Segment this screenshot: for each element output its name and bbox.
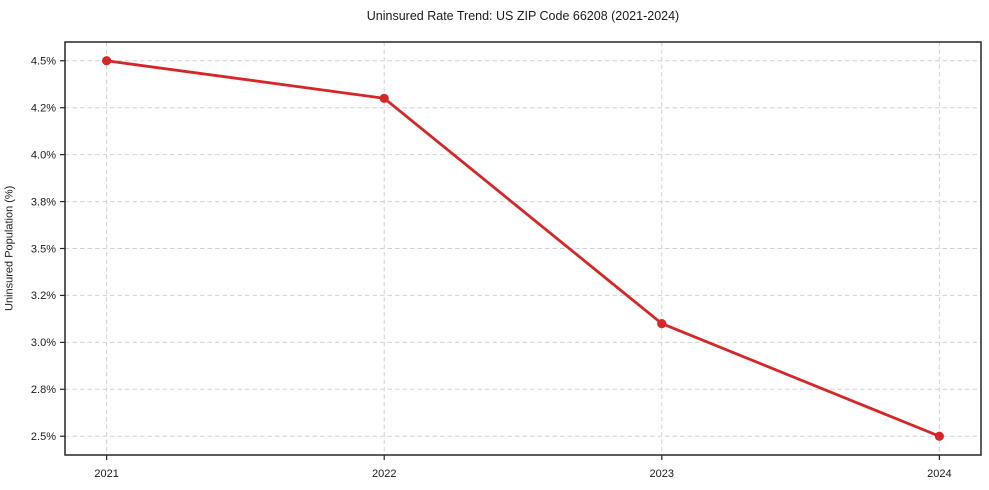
x-tick-label: 2021 <box>94 468 118 480</box>
y-tick-label: 2.5% <box>31 431 56 443</box>
y-tick-label: 3.8% <box>31 196 56 208</box>
y-tick-label: 4.0% <box>31 149 56 161</box>
x-tick-label: 2022 <box>372 468 396 480</box>
data-point-marker <box>934 431 944 441</box>
y-tick-label: 2.8% <box>31 384 56 396</box>
y-tick-label: 3.2% <box>31 290 56 302</box>
y-tick-label: 3.0% <box>31 337 56 349</box>
x-tick-label: 2023 <box>650 468 674 480</box>
y-tick-label: 3.5% <box>31 243 56 255</box>
y-tick-label: 4.5% <box>31 56 56 68</box>
y-tick-label: 4.2% <box>31 103 56 115</box>
data-point-marker <box>102 56 112 66</box>
chart-title: Uninsured Rate Trend: US ZIP Code 66208 … <box>366 9 680 23</box>
x-tick-label: 2024 <box>927 468 951 480</box>
data-point-marker <box>379 93 389 103</box>
trend-line <box>105 59 941 438</box>
data-point-marker <box>657 318 667 329</box>
